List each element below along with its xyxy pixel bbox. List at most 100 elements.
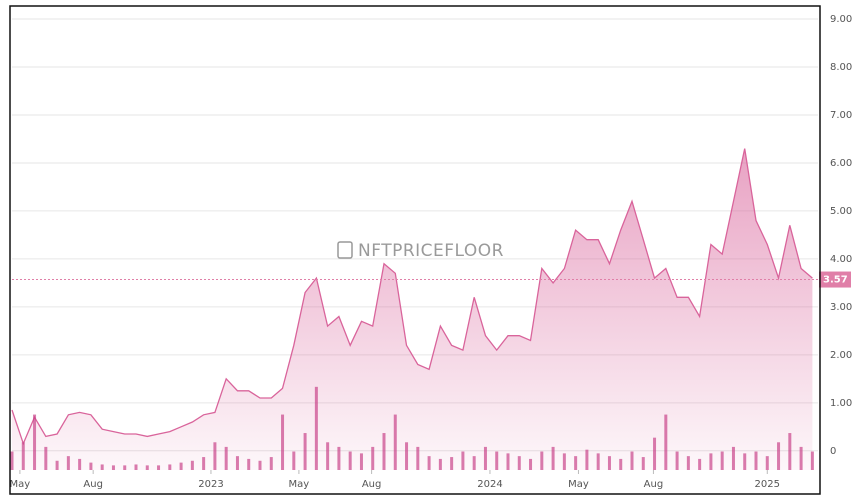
volume-bar — [157, 465, 161, 470]
volume-bar — [89, 462, 93, 470]
volume-bar — [247, 458, 251, 470]
volume-bar — [427, 456, 431, 470]
y-tick-label: 6.00 — [830, 158, 852, 169]
volume-bar — [100, 464, 104, 470]
volume-bar — [314, 386, 318, 470]
volume-bar — [66, 456, 70, 470]
volume-bar — [698, 458, 702, 470]
volume-bar — [765, 456, 769, 470]
y-tick-label: 3.00 — [830, 302, 852, 313]
volume-bar — [281, 414, 285, 470]
volume-bar — [326, 442, 330, 470]
volume-bar — [461, 451, 465, 470]
volume-bar — [348, 451, 352, 470]
volume-bar — [235, 456, 239, 470]
y-tick-label: 9.00 — [830, 14, 852, 25]
volume-bar — [619, 458, 623, 470]
x-tick-label: May — [568, 479, 589, 490]
x-tick-label: Aug — [362, 479, 382, 490]
x-tick-label: 2023 — [198, 479, 223, 490]
volume-bar — [562, 453, 566, 470]
x-tick-label: May — [289, 479, 310, 490]
volume-bar — [472, 456, 476, 470]
x-tick-label: 2025 — [755, 479, 780, 490]
volume-bar — [506, 453, 510, 470]
volume-bar — [731, 446, 735, 470]
volume-bar — [675, 451, 679, 470]
volume-bar — [743, 453, 747, 470]
volume-bar — [810, 451, 814, 470]
y-tick-label: 0 — [830, 446, 836, 457]
volume-bar — [134, 464, 138, 470]
volume-bar — [55, 460, 59, 470]
volume-bar — [123, 465, 127, 470]
volume-bar — [495, 451, 499, 470]
volume-bar — [574, 456, 578, 470]
x-tick-label: 2024 — [477, 479, 502, 490]
volume-bar — [540, 451, 544, 470]
y-tick-label: 7.00 — [830, 110, 852, 121]
volume-bar — [450, 457, 454, 470]
volume-bar — [371, 446, 375, 470]
volume-bar — [720, 451, 724, 470]
y-tick-label: 5.00 — [830, 206, 852, 217]
volume-bar — [686, 456, 690, 470]
volume-bar — [777, 442, 781, 470]
volume-bar — [78, 458, 82, 470]
volume-bar — [551, 446, 555, 470]
volume-bar — [799, 446, 803, 470]
y-tick-label: 8.00 — [830, 62, 852, 73]
volume-bar — [585, 449, 589, 470]
volume-bar — [517, 456, 521, 470]
volume-bar — [709, 453, 713, 470]
x-tick-label: May — [10, 479, 31, 490]
volume-bar — [269, 457, 273, 470]
volume-bar — [44, 446, 48, 470]
volume-bar — [653, 437, 657, 470]
watermark: NFTPRICEFLOOR — [337, 241, 504, 261]
watermark-text: NFTPRICEFLOOR — [358, 241, 504, 261]
y-tick-label: 4.00 — [830, 254, 852, 265]
volume-bar — [438, 458, 442, 470]
volume-bar — [213, 442, 217, 470]
volume-bar — [33, 414, 37, 470]
watermark-icon — [337, 241, 353, 259]
price-line — [11, 148, 813, 446]
price-area — [12, 148, 813, 470]
volume-bar — [607, 456, 611, 470]
current-price-label: 3.57 — [823, 275, 848, 286]
x-tick-label: Aug — [83, 479, 103, 490]
volume-bar — [202, 457, 206, 470]
volume-bar — [145, 465, 149, 470]
volume-bar — [258, 460, 262, 470]
current-price-badge — [819, 271, 851, 288]
volume-bar — [303, 433, 307, 470]
x-tick-label: Aug — [644, 479, 664, 490]
volume-bar — [393, 414, 397, 470]
volume-bar — [416, 446, 420, 470]
volume-bar — [788, 433, 792, 470]
volume-bar — [168, 464, 172, 470]
volume-bar — [224, 446, 228, 470]
volume-bar — [359, 453, 363, 470]
volume-bar — [405, 442, 409, 470]
volume-bar — [596, 453, 600, 470]
volume-bar — [10, 451, 14, 470]
volume-bar — [337, 446, 341, 470]
frame — [9, 5, 821, 495]
volume-bar — [483, 446, 487, 470]
volume-bar — [641, 457, 645, 470]
volume-bar — [21, 442, 25, 470]
volume-bar — [529, 458, 533, 470]
volume-bar — [754, 451, 758, 470]
volume-bar — [190, 460, 194, 470]
y-tick-label: 2.00 — [830, 350, 852, 361]
y-tick-label: 1.00 — [830, 398, 852, 409]
volume-bar — [179, 462, 183, 470]
volume-bar — [630, 451, 634, 470]
volume-bar — [292, 451, 296, 470]
volume-bar — [382, 433, 386, 470]
volume-bar — [664, 414, 668, 470]
volume-bar — [111, 465, 115, 470]
